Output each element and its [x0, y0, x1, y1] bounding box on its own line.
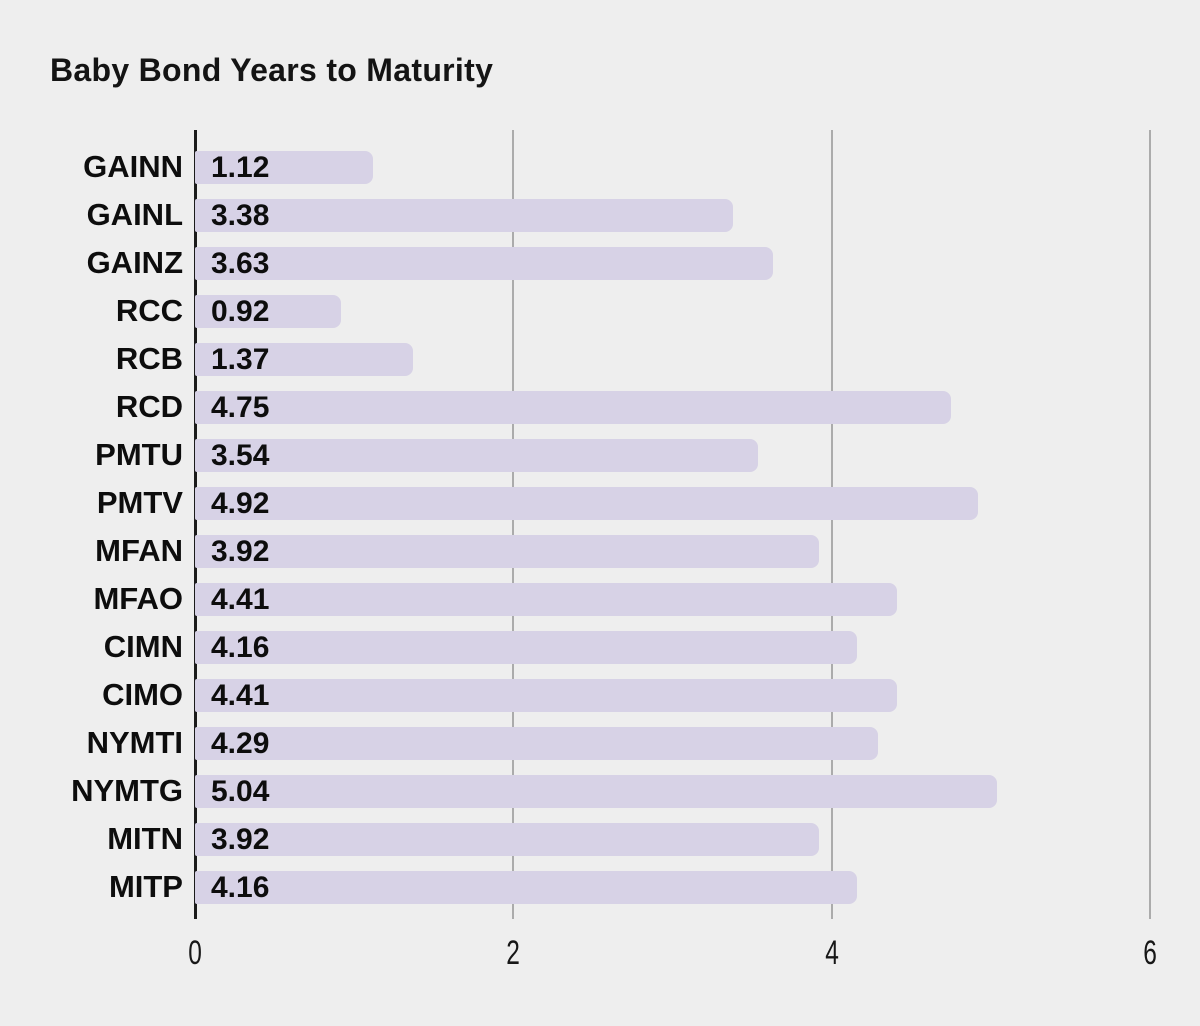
bar-value-label: 1.12: [211, 150, 270, 184]
gridline-x-4: [830, 130, 833, 919]
bar-value-label: 3.92: [211, 534, 270, 568]
y-axis-label-gainn: GAINN: [83, 149, 183, 184]
bar-mitp: 4.16: [195, 870, 858, 904]
y-axis-label-mfan: MFAN: [95, 533, 183, 568]
bar-value-label: 4.75: [211, 390, 270, 424]
gridline-x-2: [512, 130, 515, 919]
y-axis-label-rcd: RCD: [115, 389, 183, 424]
bar-gainl: 3.38: [195, 198, 733, 232]
bar-nymti: 4.29: [195, 726, 878, 760]
y-axis-labels: GAINN GAINL GAINZ RCC RCB RCD PMTU PMTV MFAN MFAO…: [0, 0, 183, 1026]
bar-rcd: 4.75: [195, 390, 952, 424]
y-axis-label-mitp: MITP: [108, 869, 183, 904]
bar-pmtv: 4.92: [195, 486, 979, 520]
bar-pmtu: 3.54: [195, 438, 759, 472]
y-axis-label-nymti: NYMTI: [86, 725, 183, 760]
bar-value-label: 4.41: [211, 678, 270, 712]
bar-value-label: 4.41: [211, 582, 270, 616]
y-axis-label-mitn: MITN: [107, 821, 183, 856]
bar-value-label: 3.38: [211, 198, 270, 232]
bar-mfan: 3.92: [195, 534, 819, 568]
bar-value-label: 3.54: [211, 438, 270, 472]
bar-value-label: 4.16: [211, 870, 270, 904]
bar-value-label: 0.92: [211, 294, 270, 328]
bar-mitn: 3.92: [195, 822, 819, 856]
bar-mfao: 4.41: [195, 582, 897, 616]
chart-title: Baby Bond Years to Maturity: [50, 52, 494, 88]
bar-value-label: 3.63: [211, 246, 270, 280]
x-axis-tick-label-0: 0: [188, 934, 202, 972]
bar-rcc: 0.92: [195, 294, 342, 328]
y-axis-label-pmtv: PMTV: [96, 485, 183, 520]
y-axis-label-gainl: GAINL: [86, 197, 183, 232]
bar-nymtg: 5.04: [195, 774, 998, 808]
bar-gainz: 3.63: [195, 246, 773, 280]
gridline-x-6: [1149, 130, 1151, 919]
y-axis-label-rcb: RCB: [115, 341, 183, 376]
x-axis-tick-label-6: 6: [1143, 934, 1157, 972]
y-axis-label-nymtg: NYMTG: [71, 773, 183, 808]
bar-cimo: 4.41: [195, 678, 897, 712]
y-axis-line: [193, 130, 197, 919]
y-axis-label-mfao: MFAO: [93, 581, 183, 616]
bar-value-label: 1.37: [211, 342, 270, 376]
bar-rcb: 1.37: [195, 342, 414, 376]
y-axis-label-pmtu: PMTU: [95, 437, 183, 472]
bar-value-label: 4.29: [211, 726, 270, 760]
bar-cimn: 4.16: [195, 630, 858, 664]
bar-value-label: 5.04: [211, 774, 270, 808]
bar-value-label: 3.92: [211, 822, 270, 856]
bar-value-label: 4.16: [211, 630, 270, 664]
bar-value-label: 4.92: [211, 486, 270, 520]
y-axis-label-rcc: RCC: [115, 293, 183, 328]
y-axis-label-gainz: GAINZ: [86, 245, 183, 280]
plot-area: 1.12 3.38 3.63 0.92 1.37 4.75 3.54 4.92 3.92 4.41…: [193, 130, 1151, 919]
x-axis-tick-label-2: 2: [506, 934, 521, 972]
bar-gainn: 1.12: [195, 150, 374, 184]
y-axis-label-cimo: CIMO: [102, 677, 183, 712]
y-axis-label-cimn: CIMN: [103, 629, 183, 664]
x-axis-tick-label-4: 4: [824, 934, 839, 972]
